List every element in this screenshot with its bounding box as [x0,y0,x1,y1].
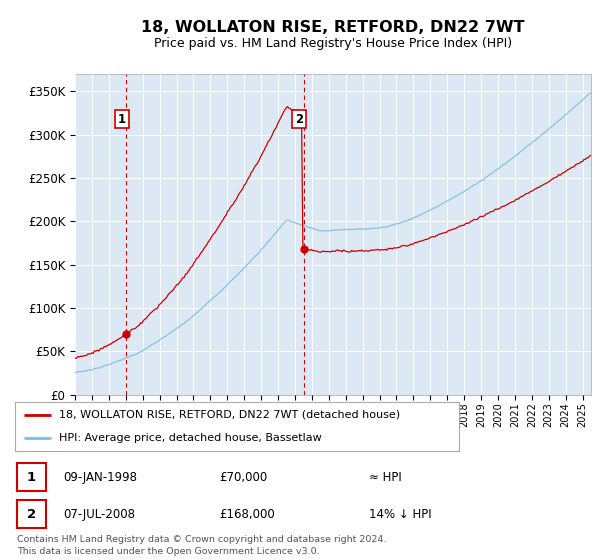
Text: HPI: Average price, detached house, Bassetlaw: HPI: Average price, detached house, Bass… [59,433,322,444]
Text: 2: 2 [26,507,36,521]
Text: £168,000: £168,000 [219,507,275,521]
Text: 09-JAN-1998: 09-JAN-1998 [63,470,137,484]
Text: Contains HM Land Registry data © Crown copyright and database right 2024.
This d: Contains HM Land Registry data © Crown c… [17,535,386,556]
Text: 1: 1 [26,470,36,484]
Text: 18, WOLLATON RISE, RETFORD, DN22 7WT (detached house): 18, WOLLATON RISE, RETFORD, DN22 7WT (de… [59,410,401,420]
Text: 1: 1 [118,113,126,125]
Text: ≈ HPI: ≈ HPI [369,470,402,484]
Text: 14% ↓ HPI: 14% ↓ HPI [369,507,431,521]
Text: 18, WOLLATON RISE, RETFORD, DN22 7WT: 18, WOLLATON RISE, RETFORD, DN22 7WT [141,21,525,35]
Text: Price paid vs. HM Land Registry's House Price Index (HPI): Price paid vs. HM Land Registry's House … [154,37,512,50]
Text: £70,000: £70,000 [219,470,267,484]
Text: 2: 2 [295,113,304,125]
Text: 07-JUL-2008: 07-JUL-2008 [63,507,135,521]
